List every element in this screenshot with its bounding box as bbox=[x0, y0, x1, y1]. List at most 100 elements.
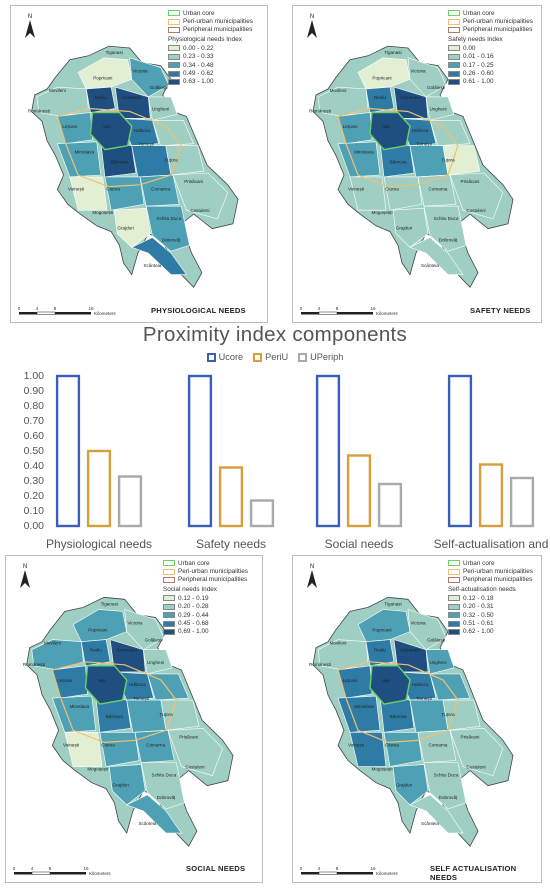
place-label: Movileni bbox=[44, 641, 61, 646]
legend-class-row: 0.12 - 0.18 bbox=[448, 594, 533, 602]
map-safety: Tiganasi Movileni Românești Popricani Victor… bbox=[300, 14, 514, 316]
municipality bbox=[130, 237, 187, 275]
municipality bbox=[417, 174, 457, 207]
place-label: Mogoșești bbox=[372, 210, 393, 215]
place-label: Voinești bbox=[63, 742, 79, 747]
municipality bbox=[423, 762, 467, 810]
municipality bbox=[142, 649, 173, 675]
place-label: Holboca bbox=[412, 682, 429, 687]
scale-tick-label: 0 bbox=[300, 866, 303, 871]
place-label: Miroslava bbox=[354, 704, 374, 709]
place-label: Lețcani bbox=[57, 678, 72, 683]
municipality bbox=[429, 673, 471, 701]
scale-unit: Kilometers bbox=[89, 871, 111, 876]
legend-swatch bbox=[448, 18, 460, 25]
municipality bbox=[425, 96, 455, 121]
legend-swatch bbox=[448, 576, 460, 583]
place-label: Voinești bbox=[68, 187, 84, 192]
place-label: Tomești bbox=[416, 696, 432, 701]
place-label: Golăiești bbox=[150, 85, 168, 90]
municipality bbox=[409, 794, 464, 834]
place-label: Tiganasi bbox=[384, 601, 401, 606]
scale-unit: Kilometers bbox=[94, 311, 116, 316]
legend-swatch-periu bbox=[253, 352, 263, 362]
y-tick-label: 0.90 bbox=[24, 385, 45, 397]
legend-class-row: 0.69 - 1.00 bbox=[163, 628, 248, 636]
peri-urban-boundary bbox=[337, 661, 459, 744]
legend-class-swatch bbox=[163, 612, 175, 619]
municipality bbox=[145, 205, 190, 252]
place-label: Românești bbox=[309, 662, 331, 667]
place-label: Prisăcani bbox=[461, 734, 480, 739]
place-label: Mogoșești bbox=[92, 210, 113, 215]
legend-label: Peri-urban municipalities bbox=[178, 568, 248, 576]
place-label: Iași bbox=[103, 124, 110, 129]
legend-label: Peripheral municipalities bbox=[178, 576, 248, 584]
legend-class-swatch bbox=[163, 603, 175, 610]
municipality bbox=[425, 649, 455, 675]
legend-item-ucore: Ucore bbox=[206, 352, 243, 362]
place-label: Bârnova bbox=[389, 714, 407, 719]
legend-class-swatch bbox=[448, 70, 460, 77]
place-label: Movileni bbox=[330, 88, 347, 93]
place-label: Tomești bbox=[138, 142, 154, 147]
peri-urban-boundary bbox=[337, 107, 459, 188]
place-label: Dobrovăț bbox=[162, 237, 181, 242]
place-label: Popricani bbox=[93, 75, 112, 80]
legend-row-periph: Peripheral municipalities bbox=[163, 576, 248, 584]
place-label: Schitu Duca bbox=[434, 216, 459, 221]
place-label: Tomești bbox=[133, 696, 149, 701]
map-title: SELF ACTUALISATION NEEDS bbox=[430, 864, 517, 882]
place-label: Schitu Duca bbox=[152, 773, 177, 778]
chart-title: Proximity index components bbox=[142, 323, 408, 346]
scale-tick-label: 8 bbox=[49, 866, 52, 871]
legend-class-row: 0.20 - 0.31 bbox=[448, 603, 533, 611]
map-legend: Urban core Peri-urban municipalities Perip… bbox=[448, 9, 533, 86]
legend-class-label: 0.61 - 1.00 bbox=[463, 78, 494, 86]
scale-tick-label: 0 bbox=[13, 866, 16, 871]
legend-class-swatch bbox=[163, 620, 175, 627]
legend-class-swatch bbox=[448, 53, 460, 60]
municipality bbox=[113, 207, 151, 248]
place-label: Schitu Duca bbox=[434, 773, 459, 778]
municipality bbox=[64, 732, 103, 767]
legend-class-label: 0.20 - 0.28 bbox=[178, 603, 209, 611]
place-label: Mogoșești bbox=[372, 767, 393, 772]
urban-core bbox=[369, 111, 411, 151]
place-label: Comarna bbox=[429, 187, 448, 192]
bar-uperiph-0 bbox=[117, 475, 143, 528]
bar-ucore-2 bbox=[315, 374, 341, 528]
scale-unit: Kilometers bbox=[376, 311, 398, 316]
bar-uperiph-1 bbox=[249, 499, 275, 528]
x-tick-label: Social needs bbox=[325, 537, 394, 551]
municipality bbox=[383, 732, 423, 767]
place-label: Costuleni bbox=[185, 765, 204, 770]
scale-bar bbox=[14, 871, 86, 875]
place-label: Iași bbox=[382, 124, 389, 129]
place-label: Holboca bbox=[412, 128, 429, 133]
place-label: Victoria bbox=[410, 68, 426, 73]
place-label: Iași bbox=[382, 678, 389, 683]
legend-swatch bbox=[448, 560, 460, 567]
place-label: Golăiești bbox=[427, 638, 445, 643]
bar-uperiph-3 bbox=[509, 476, 535, 528]
x-tick-label: Physiological needs bbox=[46, 537, 152, 551]
place-label: Grajduri bbox=[117, 226, 133, 231]
y-tick-label: 0.20 bbox=[24, 490, 45, 502]
municipality bbox=[407, 608, 447, 651]
municipality bbox=[108, 764, 146, 806]
legend-class-swatch bbox=[448, 628, 460, 635]
bar-periu-0 bbox=[86, 449, 112, 528]
legend-label: Urban core bbox=[463, 9, 495, 17]
municipality bbox=[140, 762, 185, 810]
municipality bbox=[129, 57, 170, 98]
legend-class-swatch bbox=[163, 595, 175, 602]
legend-row-peri: Peri-urban municipalities bbox=[163, 567, 248, 575]
place-label: Popricani bbox=[372, 75, 391, 80]
scale-bar bbox=[19, 311, 91, 315]
place-label: Țuțora bbox=[441, 712, 455, 717]
legend-class-row: 0.61 - 1.00 bbox=[448, 78, 533, 86]
place-label: Românești bbox=[23, 662, 45, 667]
place-label: Aroneanu bbox=[400, 648, 420, 653]
legend-class-label: 0.62 - 1.00 bbox=[463, 628, 494, 636]
